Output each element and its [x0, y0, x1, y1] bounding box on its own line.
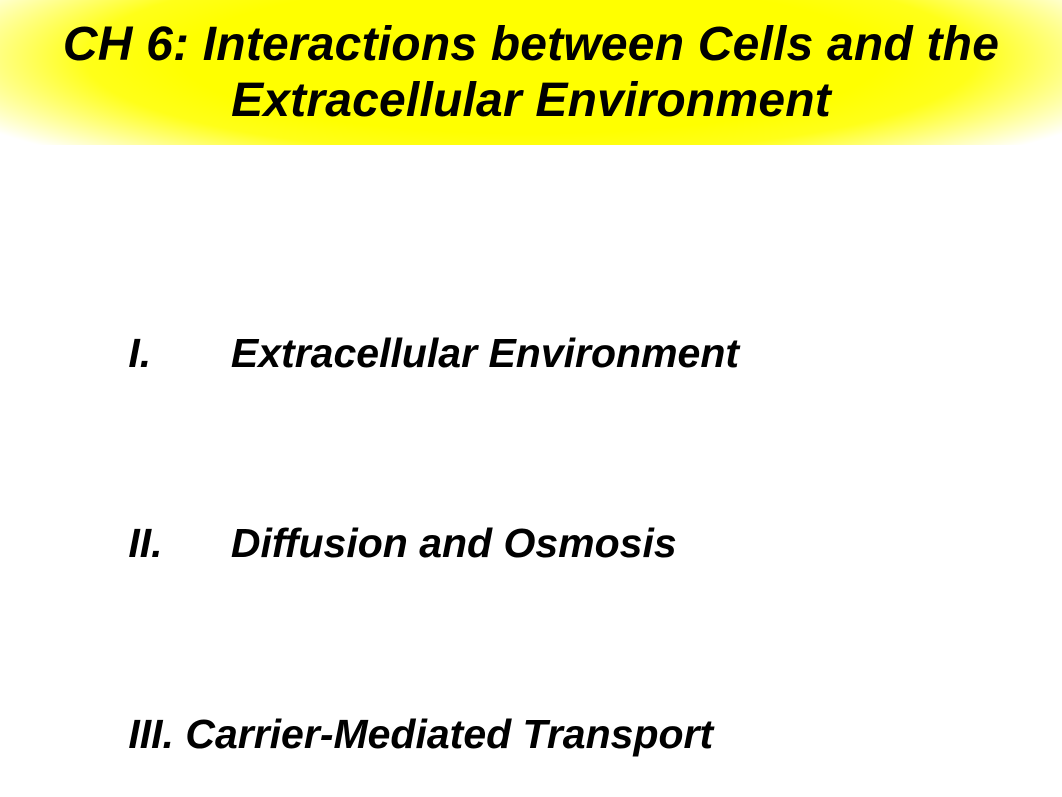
outline-item-1: I. Extracellular Environment [60, 258, 1000, 449]
outline-label: Diffusion and Osmosis [231, 520, 677, 566]
outline-numeral: I. [128, 330, 151, 376]
outline-item-2: II. Diffusion and Osmosis [60, 449, 1000, 640]
outline-spacer [174, 711, 185, 757]
outline-label: Carrier-Mediated Transport [185, 711, 713, 757]
title-band: CH 6: Interactions between Cells and the… [0, 0, 1062, 145]
slide: CH 6: Interactions between Cells and the… [0, 0, 1062, 797]
outline-list: I. Extracellular Environment II. Diffusi… [60, 258, 1000, 797]
outline-item-3: III. Carrier-Mediated Transport [60, 639, 1000, 797]
outline-spacer [151, 330, 231, 376]
outline-numeral: III. [128, 711, 174, 757]
slide-title: CH 6: Interactions between Cells and the… [0, 17, 1062, 127]
outline-label: Extracellular Environment [231, 330, 739, 376]
outline-numeral: II. [128, 520, 162, 566]
outline-spacer [163, 520, 231, 566]
